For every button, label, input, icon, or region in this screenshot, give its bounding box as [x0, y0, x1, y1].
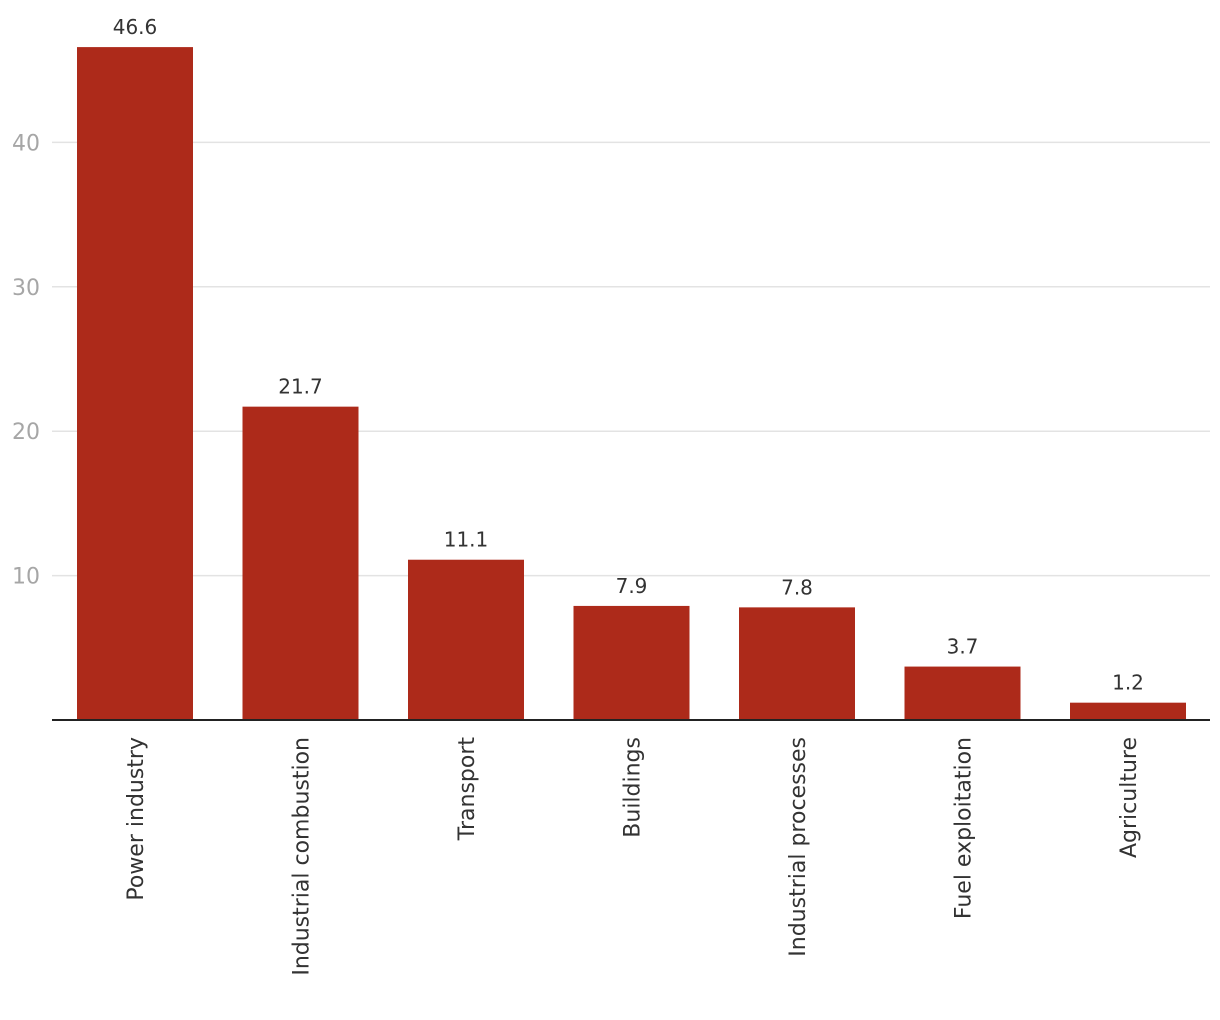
- x-tick-label: Power industry: [124, 737, 149, 901]
- bar-7: [1070, 702, 1186, 720]
- x-tick-label: Industrial combustion: [290, 737, 315, 976]
- bar-2: [242, 406, 359, 720]
- bar-4: [573, 605, 690, 720]
- x-tick-label: Transport: [455, 737, 480, 842]
- x-tick-label: Buildings: [621, 737, 646, 838]
- gridlines: [52, 141, 1210, 577]
- data-label: 11.1: [444, 528, 489, 552]
- y-tick-label: 20: [12, 420, 40, 445]
- data-label: 7.8: [781, 575, 813, 599]
- y-tick-label: 40: [12, 131, 40, 156]
- bar-3: [408, 559, 524, 720]
- x-tick-label: Agriculture: [1117, 737, 1142, 858]
- bar-1: [77, 47, 193, 720]
- data-label: 1.2: [1112, 671, 1144, 695]
- bar-5: [739, 607, 855, 720]
- data-label: 21.7: [278, 375, 323, 399]
- x-tick-label: Industrial processes: [786, 737, 811, 957]
- y-axis-ticks: 10 20 30 40: [12, 131, 40, 589]
- data-label: 7.9: [616, 574, 648, 598]
- x-tick-label: Fuel exploitation: [952, 737, 977, 919]
- y-tick-label: 10: [12, 565, 40, 590]
- bars: [77, 47, 1186, 720]
- data-label: 46.6: [113, 15, 158, 39]
- data-labels: 46.6 21.7 11.1 7.9 7.8 3.7 1.2: [113, 15, 1144, 695]
- y-tick-label: 30: [12, 276, 40, 301]
- data-label: 3.7: [947, 635, 979, 659]
- bar-6: [904, 666, 1021, 720]
- x-axis-ticks: Power industry Industrial combustion Trans…: [124, 737, 1142, 976]
